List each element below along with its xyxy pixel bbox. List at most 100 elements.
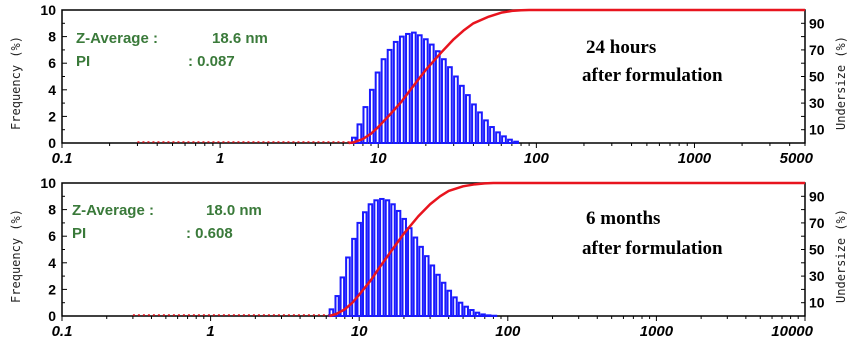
cumulative-undersize-line [348, 8, 805, 145]
frequency-bar [386, 48, 393, 144]
note-line-2: after formulation [582, 238, 723, 259]
y-tick-label: 2 [48, 108, 56, 124]
y-tick-label: 10 [40, 175, 56, 191]
cumulative-curve [348, 8, 805, 145]
frequency-bar [416, 34, 423, 145]
frequency-bar [334, 295, 340, 317]
frequency-bar [345, 256, 351, 318]
pi-value: : 0.608 [186, 225, 233, 242]
frequency-bar [434, 50, 441, 144]
note-line-1: 24 hours [586, 37, 656, 58]
frequency-bar [471, 103, 477, 144]
frequency-bar [368, 88, 375, 145]
left-axis-ticks: 0 2 4 6 8 10 [40, 2, 67, 151]
y-tick-label: 0 [48, 135, 56, 151]
frequency-bar [423, 38, 429, 144]
frequency-bar [379, 197, 385, 318]
x-tick-label: 100 [524, 150, 550, 167]
y-tick-label: 6 [48, 228, 56, 244]
y2-axis-label: Undersize (%) [834, 36, 848, 130]
frequency-bar [374, 71, 381, 144]
frequency-bar [356, 123, 363, 144]
note-line-2: after formulation [582, 65, 723, 86]
frequency-bar [398, 35, 405, 144]
frequency-bar [489, 126, 495, 145]
y2-tick-label: 70 [809, 215, 825, 231]
frequency-bar [513, 140, 519, 144]
x-axis-ticks: 0.1 1 10 100 1000 10000 [52, 316, 814, 340]
x-tick-label: 5000 [780, 150, 814, 167]
y-tick-label: 6 [48, 55, 56, 71]
x-tick-label: 100 [495, 323, 521, 340]
frequency-bar [447, 66, 453, 144]
y2-tick-label: 90 [809, 15, 825, 31]
frequency-bar [356, 221, 362, 317]
z-average-label: Z-Average : [76, 30, 158, 47]
frequency-bar [405, 32, 411, 144]
z-average-value: 18.0 nm [206, 202, 262, 219]
panel-24-hours: 0 2 4 6 8 10 10 30 50 70 90 0.1 1 10 100 1000 5000 Fre… [9, 2, 848, 167]
frequency-bar [480, 313, 486, 317]
note-line-1: 6 months [586, 208, 660, 229]
frequency-bar [407, 227, 413, 317]
frequency-bar [362, 211, 368, 317]
x-tick-label: 0.1 [52, 150, 73, 167]
frequency-bar [440, 281, 447, 317]
frequency-bar [495, 131, 501, 145]
frequency-bar [465, 94, 471, 145]
frequency-bar [446, 289, 453, 318]
panel-6-months: 0 2 4 6 8 10 10 30 50 70 90 0.1 1 10 100 1000 10000 Fr… [9, 175, 848, 340]
frequency-bar [429, 264, 436, 317]
y2-tick-label: 50 [809, 69, 825, 85]
y2-tick-label: 10 [809, 122, 825, 138]
frequency-bar [477, 111, 483, 145]
y2-tick-label: 30 [809, 95, 825, 111]
frequency-bar [367, 203, 374, 317]
left-axis-ticks: 0 2 4 6 8 10 [40, 175, 67, 324]
x-tick-label: 1 [216, 150, 224, 167]
y-tick-label: 8 [48, 29, 56, 45]
frequency-bar [486, 314, 492, 317]
y-tick-label: 0 [48, 308, 56, 324]
x-tick-label: 1000 [640, 323, 674, 340]
frequency-bar [424, 255, 430, 317]
frequency-bar [412, 236, 419, 317]
y-tick-label: 8 [48, 202, 56, 218]
y2-axis-label: Undersize (%) [834, 209, 848, 303]
y-axis-label: Frequency (%) [9, 209, 23, 303]
y-axis-label: Frequency (%) [9, 36, 23, 130]
frequency-bar [418, 245, 424, 317]
pi-label: PI [76, 53, 90, 70]
frequency-bar [395, 209, 402, 317]
frequency-bar [380, 58, 387, 144]
y2-tick-label: 50 [809, 242, 825, 258]
x-tick-label: 1000 [678, 150, 712, 167]
frequency-bar [373, 199, 379, 317]
frequency-bar [362, 106, 369, 144]
y2-tick-label: 90 [809, 188, 825, 204]
y-tick-label: 4 [48, 82, 56, 98]
frequency-bar [452, 296, 458, 318]
right-axis-ticks: 10 30 50 70 90 [801, 182, 825, 317]
frequency-bar [428, 43, 435, 144]
frequency-bar [339, 276, 346, 317]
y-tick-label: 10 [40, 2, 56, 18]
x-tick-label: 10 [351, 323, 368, 340]
frequency-bar [440, 58, 447, 144]
x-tick-label: 1 [206, 323, 214, 340]
x-tick-label: 10000 [771, 323, 813, 340]
frequency-bar [463, 305, 469, 318]
frequency-bar [474, 311, 481, 317]
frequency-bar [457, 301, 464, 318]
cumulative-curve [329, 181, 805, 318]
x-tick-label: 10 [370, 150, 387, 167]
frequency-bar [507, 138, 513, 145]
frequency-bar [469, 309, 475, 318]
z-average-value: 18.6 nm [212, 30, 268, 47]
frequency-bar [501, 135, 507, 145]
y-tick-label: 2 [48, 281, 56, 297]
y2-tick-label: 10 [809, 295, 825, 311]
y-tick-label: 4 [48, 255, 56, 271]
frequency-bar [483, 119, 489, 144]
